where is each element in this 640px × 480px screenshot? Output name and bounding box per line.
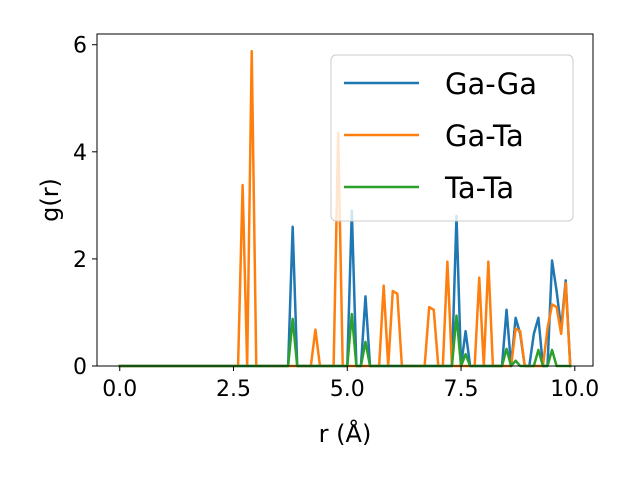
x-tick-label: 5.0 [330,377,365,402]
plot-frame [96,33,594,367]
series-line-ta-ta [118,312,572,368]
x-tick-label: 7.5 [444,377,479,402]
x-ticks: 0.0 2.5 5.0 7.5 10.0 [102,366,599,402]
x-tick-label: 0.0 [102,377,137,402]
y-tick-label: 6 [73,34,87,59]
y-axis-label: g(r) [36,178,64,222]
y-tick-label: 4 [73,141,87,166]
y-ticks: 0 2 4 6 [73,34,97,380]
legend-label-ga-ta: Ga-Ta [445,119,524,153]
y-tick-label: 2 [73,248,87,273]
legend-label-ta-ta: Ta-Ta [444,171,514,205]
legend-box [330,54,574,222]
x-tick-label: 2.5 [216,377,251,402]
legend-label-ga-ga: Ga-Ga [445,67,537,101]
x-axis-label: r (Å) [319,419,372,448]
y-tick-label: 0 [73,355,87,380]
legend: Ga-Ga Ga-Ta Ta-Ta [330,54,574,222]
x-tick-label: 10.0 [550,377,599,402]
legend-items: Ga-Ga Ga-Ta Ta-Ta [344,67,537,205]
